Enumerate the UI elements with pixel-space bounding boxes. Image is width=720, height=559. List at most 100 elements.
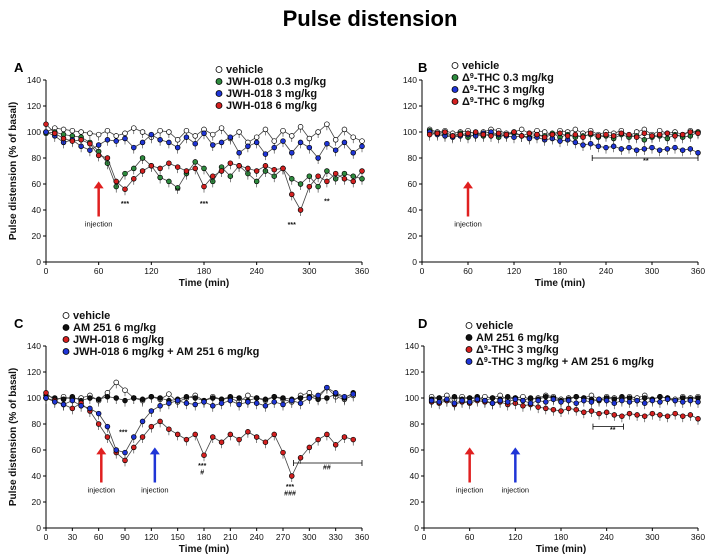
data-point [148, 131, 155, 138]
data-point [332, 442, 339, 448]
data-point [315, 392, 321, 399]
data-point [262, 439, 269, 445]
data-point [306, 444, 313, 451]
data-point [359, 176, 365, 182]
data-point [245, 429, 251, 435]
data-point [192, 165, 198, 172]
data-point [315, 155, 321, 161]
x-tick-label: 60 [465, 532, 475, 542]
data-point [113, 379, 119, 386]
significance-label: ** [324, 199, 330, 206]
data-point [573, 400, 579, 406]
x-axis-title: Time (min) [179, 278, 229, 289]
x-axis-title: Time (min) [179, 544, 229, 555]
data-point [174, 144, 181, 151]
data-point [183, 436, 190, 443]
figure-title: Pulse distension [283, 6, 458, 31]
significance-label: ** [610, 427, 616, 434]
data-point [649, 397, 656, 404]
data-point [504, 399, 511, 405]
legend-label: Δ9-THC 3 mg/kg [476, 344, 559, 356]
data-point [350, 173, 356, 179]
injection-arrowhead [464, 447, 475, 455]
data-point [641, 130, 648, 137]
significance-label: *** [121, 201, 129, 208]
data-point [131, 395, 137, 401]
data-point [426, 131, 433, 138]
data-point [618, 130, 625, 137]
data-point [122, 397, 128, 404]
data-point [210, 142, 216, 148]
data-point [95, 152, 102, 159]
series-1 [43, 129, 365, 194]
data-point [489, 395, 496, 401]
data-point [572, 139, 579, 146]
y-tick-label: 20 [410, 497, 420, 507]
data-point [332, 390, 339, 396]
data-point [280, 127, 286, 134]
data-point [122, 135, 128, 142]
data-point [687, 129, 694, 135]
x-tick-label: 360 [355, 532, 369, 542]
data-point [139, 168, 146, 174]
legend-label: vehicle [73, 310, 110, 322]
data-point [157, 127, 163, 134]
data-point [201, 165, 207, 172]
data-point [201, 183, 207, 190]
data-point [341, 126, 348, 133]
data-point [535, 397, 541, 404]
data-point [558, 399, 564, 405]
data-point [595, 133, 602, 139]
data-point [183, 134, 190, 140]
data-point [465, 130, 471, 137]
legend-label: JWH-018 6 mg/kg + AM 251 6 mg/kg [73, 346, 259, 358]
data-point [87, 130, 93, 137]
legend-marker [451, 74, 459, 81]
significance-label: # [200, 470, 204, 477]
data-point [306, 395, 313, 401]
x-tick-label: 300 [645, 532, 659, 542]
data-point [444, 396, 450, 403]
y-tick-label: 100 [403, 127, 417, 137]
injection-label: injection [88, 486, 116, 495]
y-tick-label: 40 [32, 205, 42, 215]
data-point [526, 130, 533, 137]
data-point [324, 178, 330, 185]
data-point [289, 191, 295, 198]
data-point [315, 129, 321, 135]
data-point [297, 455, 304, 461]
chart-panel-b: B 0 20 40 60 80 100 120 140 0 60 120 180 240 300 360 Tim… [403, 60, 706, 289]
data-point [672, 133, 678, 139]
data-point [679, 131, 686, 138]
y-tick-label: 120 [405, 367, 419, 377]
significance-label: *** [286, 484, 294, 491]
x-tick-label: 30 [68, 532, 78, 542]
data-point [449, 133, 456, 139]
data-point [139, 129, 146, 135]
data-point [210, 173, 216, 179]
legend-marker [451, 98, 459, 105]
data-point [131, 434, 137, 440]
data-point [474, 396, 481, 403]
data-point [306, 144, 313, 151]
data-point [104, 393, 111, 400]
data-point [113, 138, 119, 144]
data-point [434, 130, 441, 137]
legend-marker [465, 346, 473, 353]
legend-marker [215, 90, 223, 97]
series-2 [43, 129, 365, 164]
data-point [104, 155, 111, 161]
data-point [503, 131, 510, 138]
data-point [139, 155, 146, 161]
data-point [280, 395, 286, 401]
data-point [549, 131, 556, 138]
data-point [649, 133, 655, 139]
significance-label: *** [198, 463, 206, 470]
x-tick-label: 300 [645, 266, 659, 276]
y-tick-label: 100 [27, 393, 41, 403]
y-tick-label: 60 [32, 179, 42, 189]
data-point [482, 397, 488, 404]
y-tick-label: 40 [32, 471, 42, 481]
